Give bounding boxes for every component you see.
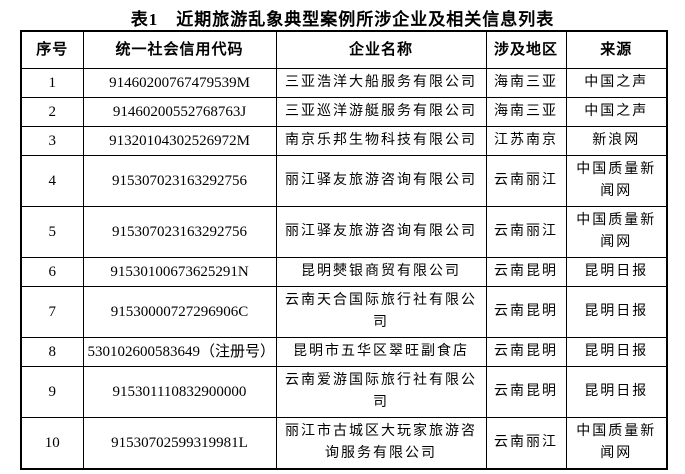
cell-no: 1 (20, 68, 84, 98)
cell-name: 丽江市古城区大玩家旅游咨询服务有限公司 (275, 417, 487, 470)
cell-source: 中国之声 (565, 97, 668, 127)
table-row: 6 91530100673625291N 昆明僰银商贸有限公司 云南昆明 昆明日报 (20, 257, 668, 287)
cell-region: 云南丽江 (485, 417, 567, 470)
cell-source: 昆明日报 (565, 337, 668, 367)
cell-no: 9 (20, 366, 84, 418)
cell-source: 中国之声 (565, 68, 668, 98)
cell-no: 4 (20, 155, 84, 207)
column-header-region: 涉及地区 (485, 30, 567, 69)
cell-code: 915301110832900000 (82, 366, 277, 418)
cell-code: 91530702599319981L (82, 417, 277, 470)
table-row: 2 91460200552768763J 三亚巡洋游艇服务有限公司 海南三亚 中国之声 (20, 97, 668, 127)
cell-code: 915307023163292756 (82, 155, 277, 207)
cell-source: 中国质量新闻网 (565, 417, 668, 470)
column-header-name: 企业名称 (275, 30, 487, 69)
cell-region: 海南三亚 (485, 97, 567, 127)
cell-no: 8 (20, 337, 84, 367)
cell-source: 中国质量新闻网 (565, 155, 668, 207)
cell-no: 7 (20, 286, 84, 338)
enterprise-table: 序号 统一社会信用代码 企业名称 涉及地区 来源 1 91460200767479539M… (20, 30, 668, 470)
cell-region: 海南三亚 (485, 68, 567, 98)
cell-name: 云南爱游国际旅行社有限公司 (275, 366, 487, 418)
cell-no: 3 (20, 126, 84, 156)
cell-name: 昆明僰银商贸有限公司 (275, 257, 487, 287)
cell-name: 丽江驿友旅游咨询有限公司 (275, 206, 487, 258)
cell-code: 530102600583649（注册号） (82, 337, 277, 367)
cell-region: 云南昆明 (485, 337, 567, 367)
cell-source: 昆明日报 (565, 257, 668, 287)
cell-no: 2 (20, 97, 84, 127)
cell-name: 丽江驿友旅游咨询有限公司 (275, 155, 487, 207)
cell-no: 6 (20, 257, 84, 287)
cell-name: 南京乐邦生物科技有限公司 (275, 126, 487, 156)
table-row: 1 91460200767479539M 三亚浩洋大船服务有限公司 海南三亚 中国之声 (20, 68, 668, 98)
table-title: 表1 近期旅游乱象典型案例所涉企业及相关信息列表 (130, 10, 555, 29)
table-row: 5 915307023163292756 丽江驿友旅游咨询有限公司 云南丽江 中国质量新… (20, 206, 668, 258)
cell-source: 中国质量新闻网 (565, 206, 668, 258)
column-header-source: 来源 (565, 30, 668, 69)
table-row: 10 91530702599319981L 丽江市古城区大玩家旅游咨询服务有限公司云… (20, 417, 668, 470)
table-row: 7 91530000727296906C 云南天合国际旅行社有限公司 云南昆明 昆明日报 (20, 286, 668, 338)
cell-no: 10 (20, 417, 84, 470)
cell-code: 91320104302526972M (82, 126, 277, 156)
cell-region: 云南昆明 (485, 286, 567, 338)
cell-no: 5 (20, 206, 84, 258)
cell-name: 三亚浩洋大船服务有限公司 (275, 68, 487, 98)
table-row: 4 915307023163292756 丽江驿友旅游咨询有限公司 云南丽江 中国质量新… (20, 155, 668, 207)
table-row: 9 915301110832900000 云南爱游国际旅行社有限公司 云南昆明 昆明日报 (20, 366, 668, 418)
cell-name: 云南天合国际旅行社有限公司 (275, 286, 487, 338)
cell-name: 三亚巡洋游艇服务有限公司 (275, 97, 487, 127)
cell-source: 新浪网 (565, 126, 668, 156)
cell-region: 云南丽江 (485, 155, 567, 207)
cell-region: 云南昆明 (485, 366, 567, 418)
cell-code: 91530100673625291N (82, 257, 277, 287)
header-row: 序号 统一社会信用代码 企业名称 涉及地区 来源 (20, 30, 668, 69)
table-row: 3 91320104302526972M 南京乐邦生物科技有限公司 江苏南京 新浪网 (20, 126, 668, 156)
cell-code: 91460200552768763J (82, 97, 277, 127)
cell-region: 江苏南京 (485, 126, 567, 156)
cell-code: 91460200767479539M (82, 68, 277, 98)
column-header-code: 统一社会信用代码 (82, 30, 277, 69)
cell-name: 昆明市五华区翠旺副食店 (275, 337, 487, 367)
cell-code: 915307023163292756 (82, 206, 277, 258)
table-row: 8 530102600583649（注册号） 昆明市五华区翠旺副食店 云南昆明 昆明日报 (20, 337, 668, 367)
cell-region: 云南丽江 (485, 206, 567, 258)
cell-region: 云南昆明 (485, 257, 567, 287)
cell-code: 91530000727296906C (82, 286, 277, 338)
cell-source: 昆明日报 (565, 286, 668, 338)
cell-source: 昆明日报 (565, 366, 668, 418)
column-header-no: 序号 (20, 30, 84, 69)
